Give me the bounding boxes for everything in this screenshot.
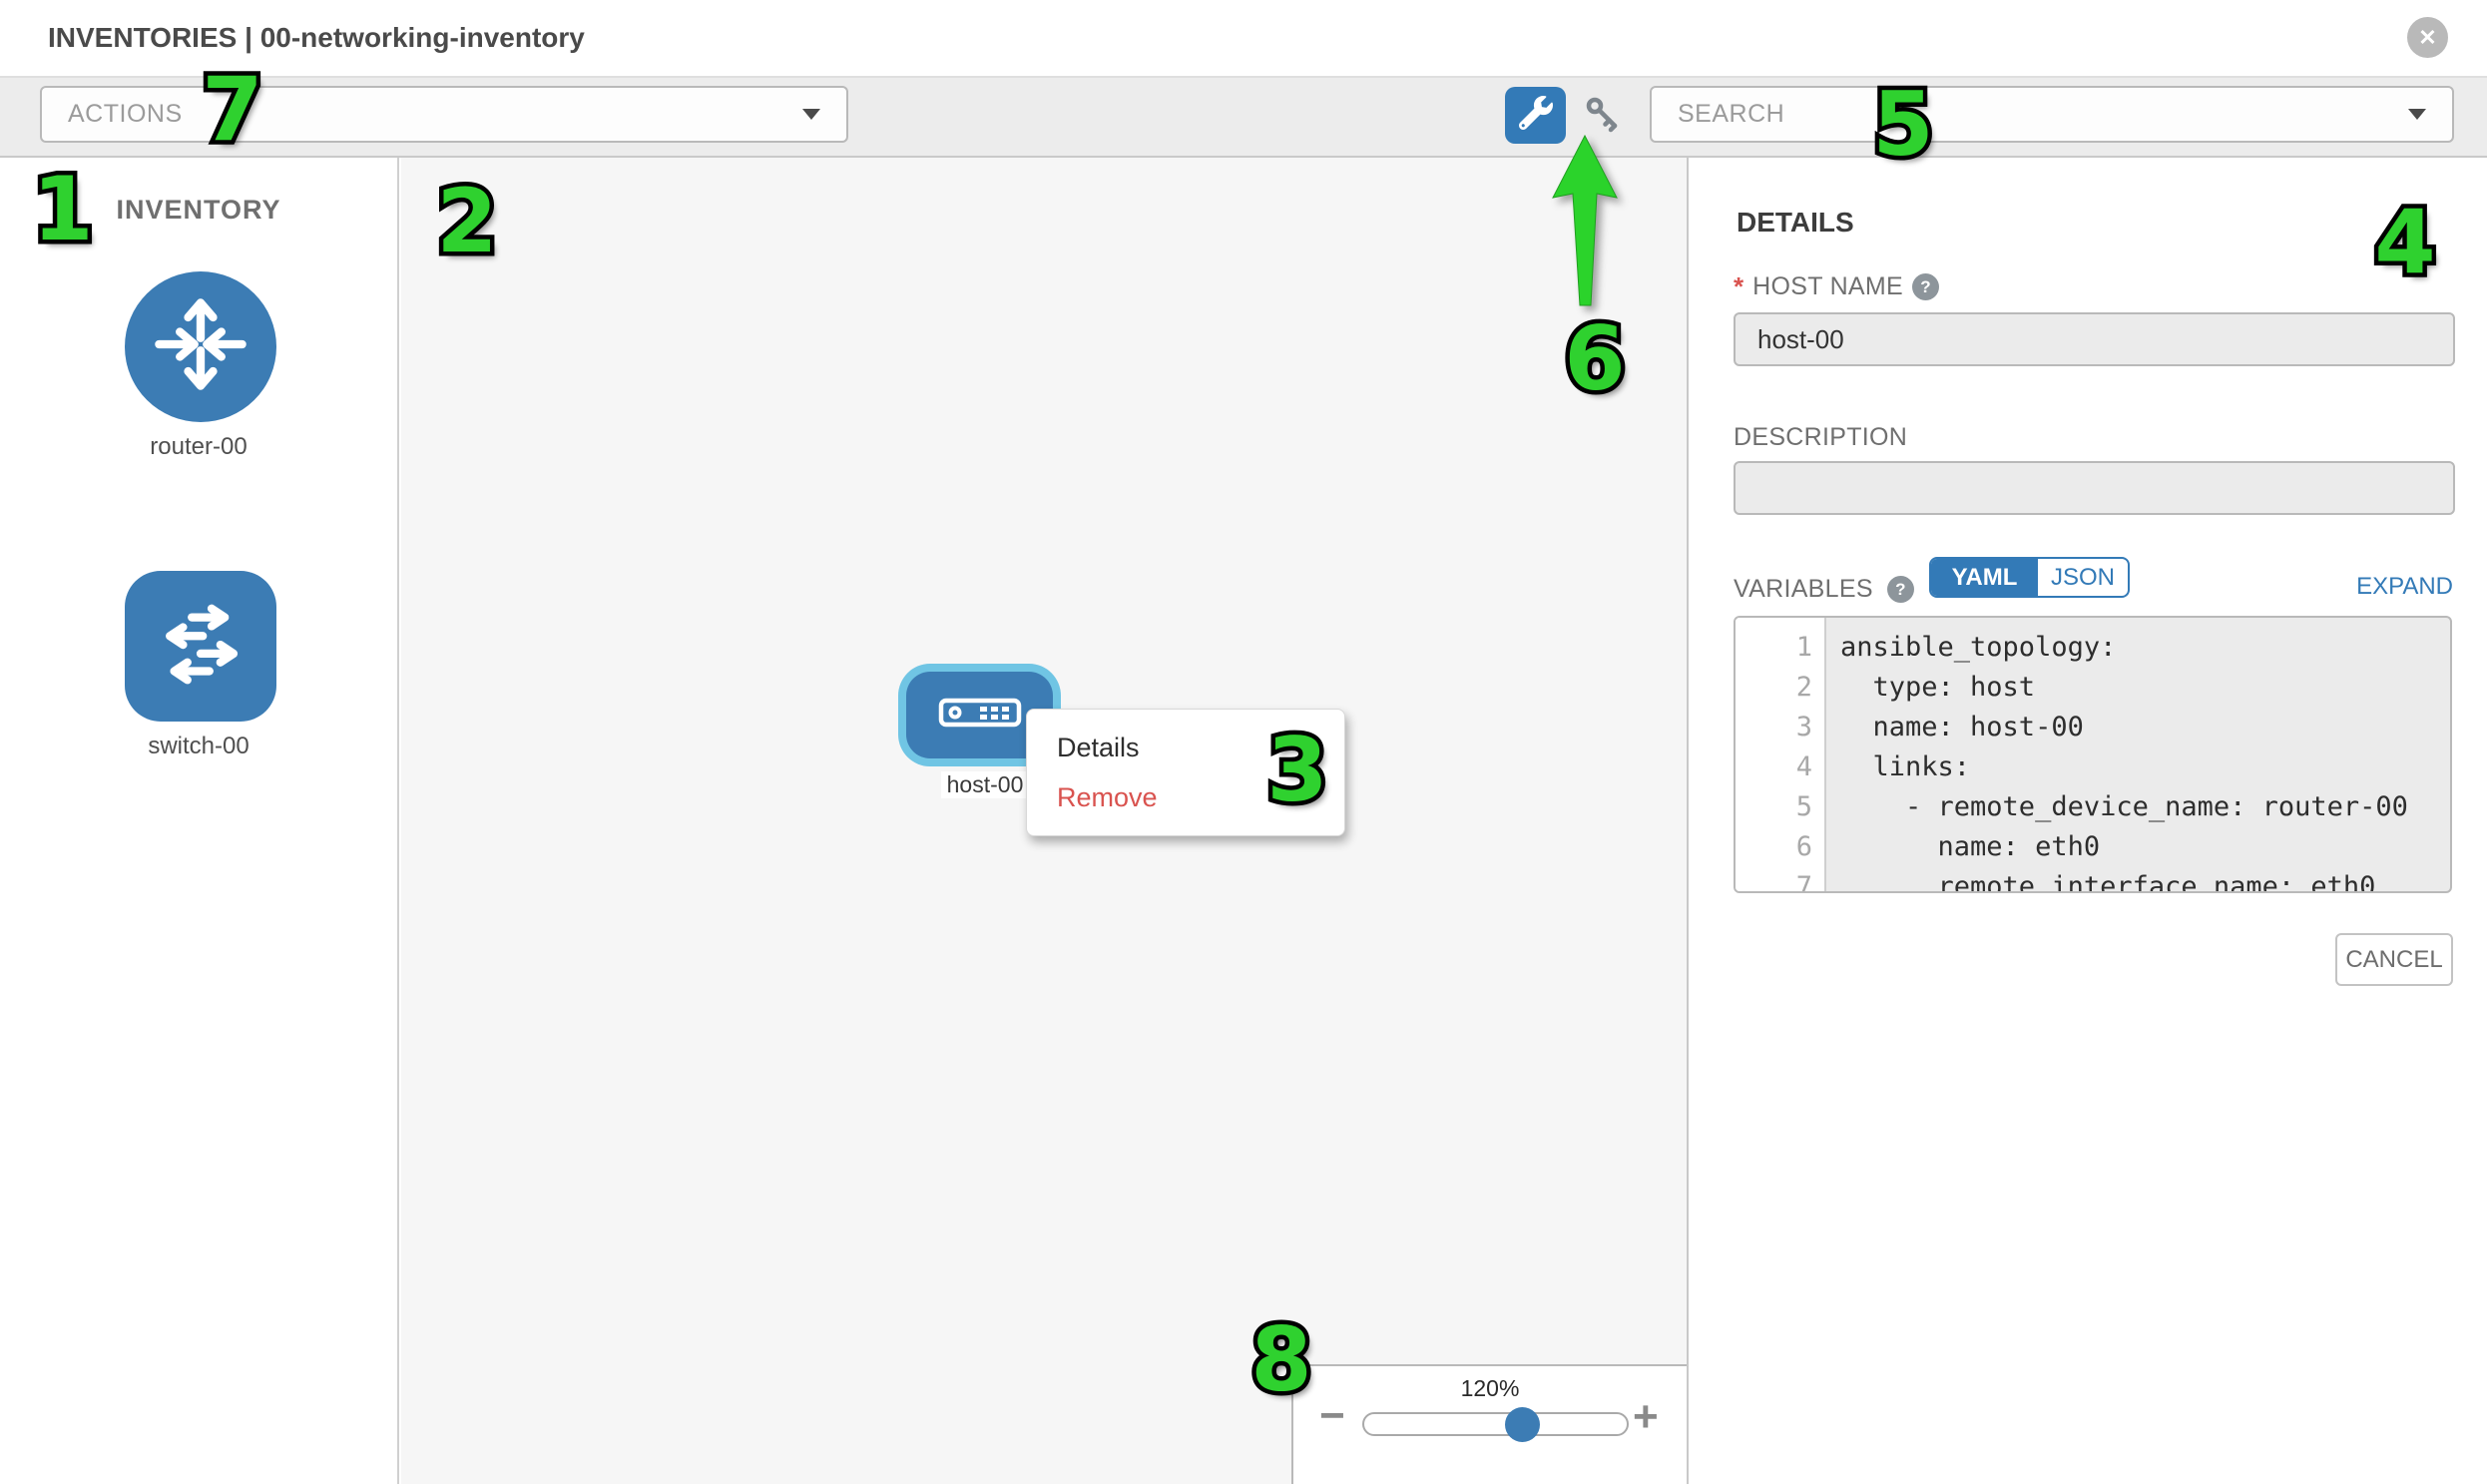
zoom-slider-track[interactable] bbox=[1362, 1412, 1629, 1436]
router-icon bbox=[149, 292, 252, 401]
code-line: links: bbox=[1840, 751, 1971, 782]
host-node-label: host-00 bbox=[941, 771, 1029, 798]
header-bar: INVENTORIES | 00-networking-inventory ✕ bbox=[0, 0, 2487, 78]
palette-item-switch[interactable] bbox=[125, 571, 276, 722]
host-icon bbox=[938, 698, 1022, 733]
search-dropdown-label: SEARCH bbox=[1678, 100, 1785, 128]
line-number: 5 bbox=[1795, 791, 1812, 822]
zoom-slider-thumb[interactable] bbox=[1505, 1407, 1540, 1442]
zoom-out-button[interactable]: − bbox=[1319, 1391, 1345, 1440]
code-line: name: host-00 bbox=[1840, 712, 2084, 742]
zoom-in-button[interactable]: + bbox=[1633, 1392, 1659, 1441]
line-number: 7 bbox=[1795, 871, 1812, 893]
breadcrumb: INVENTORIES | 00-networking-inventory bbox=[48, 22, 585, 53]
line-number: 2 bbox=[1795, 672, 1812, 703]
chevron-down-icon bbox=[802, 109, 820, 120]
zoom-level-value: 120% bbox=[1460, 1375, 1520, 1401]
line-number: 3 bbox=[1795, 712, 1812, 742]
key-icon bbox=[1584, 95, 1622, 138]
actions-dropdown[interactable]: ACTIONS bbox=[40, 86, 848, 143]
zoom-control-panel: 120% − + bbox=[1291, 1364, 1687, 1484]
tools-button[interactable] bbox=[1505, 87, 1566, 144]
search-dropdown[interactable]: SEARCH bbox=[1650, 86, 2454, 143]
variables-format-toggle: YAML JSON bbox=[1929, 557, 2130, 598]
json-toggle-button[interactable]: JSON bbox=[2050, 563, 2115, 591]
help-icon[interactable]: ? bbox=[1912, 273, 1939, 300]
host-name-label: HOST NAME bbox=[1752, 272, 1903, 300]
variables-label-row: VARIABLES ? bbox=[1734, 575, 1914, 604]
sidebar-title: INVENTORY bbox=[116, 195, 281, 225]
palette-item-router[interactable] bbox=[125, 271, 276, 422]
chevron-down-icon bbox=[2408, 109, 2426, 120]
inventory-sidebar: INVENTORY router-00 bbox=[0, 158, 399, 1484]
line-number: 1 bbox=[1795, 632, 1812, 663]
line-number: 4 bbox=[1795, 751, 1812, 782]
close-icon[interactable]: ✕ bbox=[2407, 17, 2448, 58]
code-line: remote_interface_name: eth0 bbox=[1840, 871, 2376, 893]
code-line: type: host bbox=[1840, 672, 2036, 703]
node-context-menu: Details Remove bbox=[1026, 709, 1345, 836]
variables-code-editor[interactable]: 1 2 3 4 5 6 7 ansible_topology: type: ho… bbox=[1734, 616, 2452, 893]
details-panel-title: DETAILS bbox=[1737, 207, 1854, 238]
host-name-input[interactable]: host-00 bbox=[1734, 312, 2455, 366]
help-icon[interactable]: ? bbox=[1886, 576, 1914, 603]
topology-canvas[interactable]: host-00 Details Remove 120% − + bbox=[401, 158, 1689, 1484]
details-panel: DETAILS * HOST NAME ? host-00 DESCRIPTIO… bbox=[1691, 158, 2487, 1484]
expand-link[interactable]: EXPAND bbox=[2356, 573, 2453, 600]
description-input[interactable] bbox=[1734, 461, 2455, 515]
code-line: - remote_device_name: router-00 bbox=[1840, 791, 2408, 822]
palette-item-router-label: router-00 bbox=[150, 433, 248, 460]
variables-label: VARIABLES bbox=[1734, 575, 1873, 603]
palette-item-switch-label: switch-00 bbox=[148, 733, 249, 759]
yaml-toggle-button[interactable]: YAML bbox=[1931, 559, 2038, 596]
description-label: DESCRIPTION bbox=[1734, 423, 1908, 451]
line-number: 6 bbox=[1795, 831, 1812, 862]
context-menu-item-remove[interactable]: Remove bbox=[1057, 782, 1158, 812]
editor-code-area[interactable]: ansible_topology: type: host name: host-… bbox=[1826, 618, 2450, 891]
credentials-key-button[interactable] bbox=[1583, 96, 1623, 136]
host-name-label-row: * HOST NAME ? bbox=[1734, 271, 1939, 302]
editor-line-numbers: 1 2 3 4 5 6 7 bbox=[1736, 618, 1826, 891]
switch-icon bbox=[146, 589, 255, 704]
actions-dropdown-label: ACTIONS bbox=[68, 100, 183, 128]
wrench-icon bbox=[1518, 96, 1553, 135]
required-asterisk: * bbox=[1734, 271, 1744, 301]
context-menu-item-details[interactable]: Details bbox=[1057, 733, 1140, 762]
code-line: ansible_topology: bbox=[1840, 632, 2117, 663]
cancel-button[interactable]: CANCEL bbox=[2335, 933, 2453, 986]
toolbar: ACTIONS SEARCH bbox=[0, 78, 2487, 158]
code-line: name: eth0 bbox=[1840, 831, 2101, 862]
